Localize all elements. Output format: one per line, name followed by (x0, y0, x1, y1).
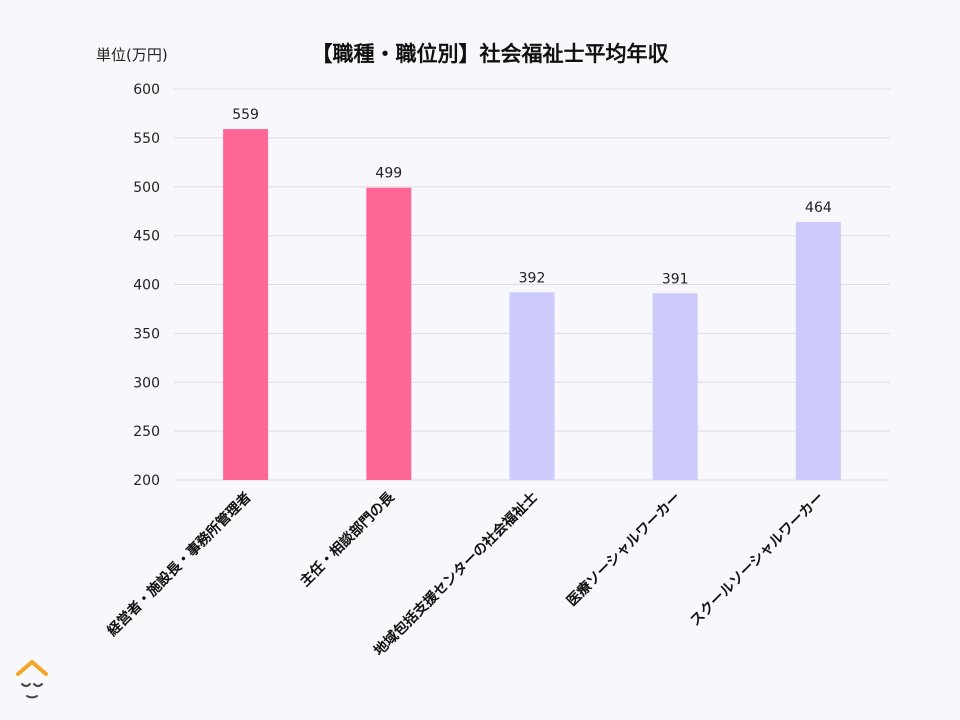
bar (509, 292, 555, 480)
y-tick-label: 450 (133, 229, 160, 245)
value-labels: 559 499 392 391 464 (232, 107, 832, 287)
bar-value-label: 559 (232, 107, 259, 123)
bar-value-label: 392 (519, 270, 546, 286)
y-tick-label: 350 (133, 326, 160, 342)
bar (366, 187, 412, 481)
logo-icon (16, 660, 48, 699)
x-category-label: 地域包括支援センターの社会福祉士 (370, 489, 540, 659)
bar-value-label: 499 (375, 166, 402, 182)
x-category-label: 医療ソーシャルワーカー (563, 489, 684, 610)
bars (223, 129, 841, 481)
y-tick-label: 600 (133, 82, 160, 98)
y-tick-label: 550 (133, 131, 160, 147)
x-category-label: スクールソーシャルワーカー (687, 490, 827, 630)
y-tick-label: 300 (133, 375, 160, 391)
y-tick-label: 250 (133, 424, 160, 440)
y-tick-label: 400 (133, 278, 160, 294)
chart-title: 【職種・職位別】社会福祉士平均年収 (311, 42, 669, 66)
bar (652, 293, 698, 480)
bar (223, 129, 269, 480)
unit-label: 単位(万円) (96, 46, 168, 64)
y-tick-label: 500 (133, 180, 160, 196)
x-axis-labels: 経営者・施設長・事務所管理者 主任・相談部門の長地域包括支援センターの社会福祉士医… (104, 488, 827, 659)
bar-value-label: 391 (662, 271, 689, 287)
y-tick-label: 200 (133, 473, 160, 489)
x-category-label: 経営者・施設長・事務所管理者 (104, 489, 255, 640)
bar-value-label: 464 (805, 200, 832, 216)
bar (795, 221, 841, 480)
x-category-label: 主任・相談部門の長 (297, 488, 399, 590)
y-axis-ticks: 200 250 300 350 400 450 500 550 600 (133, 82, 160, 489)
